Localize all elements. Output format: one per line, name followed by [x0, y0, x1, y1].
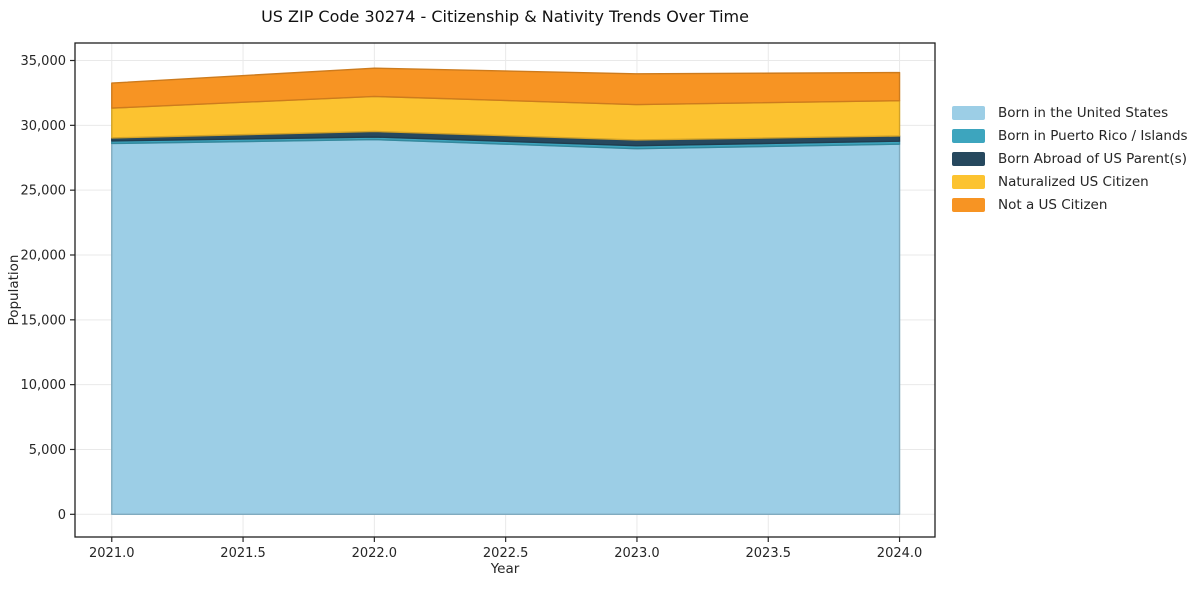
x-tick-label: 2024.0	[877, 546, 923, 561]
legend-swatch	[952, 129, 985, 143]
legend: Born in the United States Born in Puerto …	[952, 106, 1188, 212]
legend-swatch	[952, 106, 985, 120]
legend-item: Born in Puerto Rico / Islands	[952, 129, 1188, 143]
y-tick-label: 5,000	[29, 443, 66, 458]
x-tick-label: 2022.5	[483, 546, 529, 561]
x-tick-label: 2022.0	[352, 546, 398, 561]
y-axis-label: Population	[6, 254, 22, 326]
legend-swatch	[952, 152, 985, 166]
legend-label: Naturalized US Citizen	[998, 174, 1149, 190]
x-tick-label: 2021.0	[89, 546, 135, 561]
y-tick-label: 10,000	[21, 378, 67, 393]
legend-item: Born Abroad of US Parent(s)	[952, 152, 1188, 166]
legend-item: Not a US Citizen	[952, 198, 1188, 212]
area-series	[111, 67, 901, 109]
x-tick-label: 2023.0	[614, 546, 660, 561]
legend-label: Born in the United States	[998, 105, 1169, 121]
y-tick-label: 0	[58, 508, 66, 523]
legend-item: Naturalized US Citizen	[952, 175, 1188, 189]
area-series	[111, 138, 901, 516]
y-tick-label: 25,000	[21, 184, 67, 199]
legend-label: Not a US Citizen	[998, 197, 1108, 213]
y-tick-label: 15,000	[21, 313, 67, 328]
legend-label: Born in Puerto Rico / Islands	[998, 128, 1188, 144]
legend-label: Born Abroad of US Parent(s)	[998, 151, 1187, 167]
x-tick-label: 2021.5	[220, 546, 266, 561]
legend-swatch	[952, 198, 985, 212]
y-tick-label: 20,000	[21, 248, 67, 263]
chart-title: US ZIP Code 30274 - Citizenship & Nativi…	[261, 7, 749, 26]
x-axis-label: Year	[490, 561, 520, 577]
legend-item: Born in the United States	[952, 106, 1188, 120]
legend-swatch	[952, 175, 985, 189]
x-tick-label: 2023.5	[746, 546, 792, 561]
y-tick-label: 35,000	[21, 54, 67, 69]
plot-border	[74, 42, 936, 538]
y-tick-label: 30,000	[21, 119, 67, 134]
